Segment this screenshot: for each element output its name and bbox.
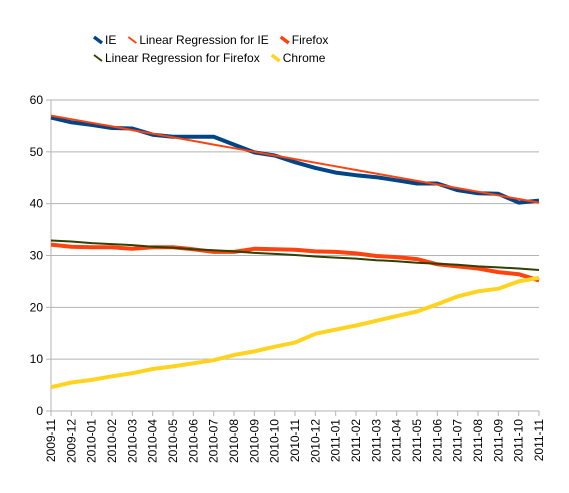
x-tick-label: 2010-12 [308, 419, 322, 463]
y-tick-label: 50 [30, 145, 44, 159]
series-line-linear-regression-for-ie [50, 114, 540, 204]
x-tick-label: 2010-10 [268, 419, 282, 463]
legend-marker-linear-regression-for-ie [127, 36, 137, 44]
x-tick-label: 2011-04 [390, 419, 404, 462]
x-tick-label: 2011-09 [491, 419, 505, 462]
legend-marker-linear-regression-for-firefox [93, 54, 103, 62]
series-line-chrome [50, 275, 540, 390]
x-tick-label: 2011-06 [430, 419, 444, 462]
y-tick-label: 40 [30, 197, 44, 211]
x-tick-label: 2011-07 [451, 419, 465, 462]
x-tick-label: 2010-02 [105, 419, 119, 463]
x-tick-label: 2011-02 [349, 419, 363, 462]
series-line-linear-regression-for-firefox [50, 239, 540, 271]
legend-label-ie: IE [105, 33, 116, 47]
x-tick-label: 2010-04 [146, 419, 160, 463]
x-tick-label: 2010-07 [207, 419, 221, 463]
x-tick-label: 2009-12 [64, 419, 78, 463]
x-tick-label: 2010-03 [125, 419, 139, 463]
x-tick-label: 2011-01 [329, 419, 343, 462]
legend-marker-firefox [279, 35, 290, 45]
axes [46, 99, 540, 416]
x-tick-labels: 2009-11 2009-12 2010-01 2010-02 2010-03 2010-… [44, 419, 546, 463]
y-tick-labels: 0 10 20 30 40 50 60 [30, 93, 44, 418]
x-tick-label: 2011-03 [369, 419, 383, 462]
y-tick-label: 20 [30, 300, 44, 314]
gridlines [51, 99, 539, 412]
series-line-ie [50, 115, 540, 205]
x-tick-label: 2010-05 [166, 419, 180, 463]
x-tick-label: 2010-09 [247, 419, 261, 463]
x-tick-label: 2009-11 [44, 419, 58, 462]
x-tick-label: 2011-08 [471, 419, 485, 462]
legend-label-chrome: Chrome [283, 51, 326, 65]
series-lines [50, 114, 540, 390]
x-tick-label: 2011-10 [512, 419, 526, 462]
y-tick-label: 30 [30, 249, 44, 263]
legend-marker-chrome [270, 53, 281, 63]
x-tick-label: 2010-01 [85, 419, 99, 463]
x-tick-label: 2010-11 [288, 419, 302, 462]
series-line-firefox [50, 242, 540, 283]
legend: IE Linear Regression for IE Firefox Linear … [92, 33, 329, 65]
legend-marker-ie [92, 35, 104, 45]
x-tick-label: 2010-08 [227, 419, 241, 463]
x-tick-label: 2010-06 [186, 419, 200, 463]
legend-label-linear-regression-for-firefox: Linear Regression for Firefox [105, 51, 260, 65]
legend-label-linear-regression-for-ie: Linear Regression for IE [139, 33, 268, 47]
x-tick-label: 2011-05 [410, 419, 424, 462]
y-tick-label: 0 [36, 404, 43, 418]
x-tick-label: 2011-11 [532, 419, 546, 462]
y-tick-label: 10 [30, 352, 44, 366]
legend-label-firefox: Firefox [292, 33, 329, 47]
y-tick-label: 60 [30, 93, 44, 107]
